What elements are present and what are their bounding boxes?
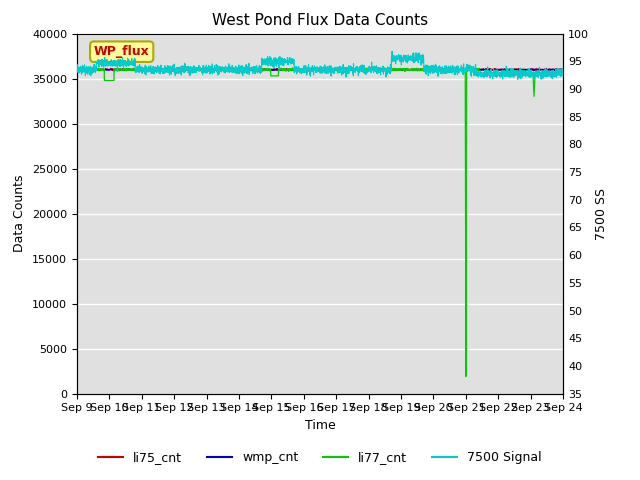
X-axis label: Time: Time xyxy=(305,419,335,432)
Y-axis label: Data Counts: Data Counts xyxy=(13,175,26,252)
Text: WP_flux: WP_flux xyxy=(94,45,150,58)
Title: West Pond Flux Data Counts: West Pond Flux Data Counts xyxy=(212,13,428,28)
Y-axis label: 7500 SS: 7500 SS xyxy=(595,188,607,240)
Legend: li75_cnt, wmp_cnt, li77_cnt, 7500 Signal: li75_cnt, wmp_cnt, li77_cnt, 7500 Signal xyxy=(93,446,547,469)
